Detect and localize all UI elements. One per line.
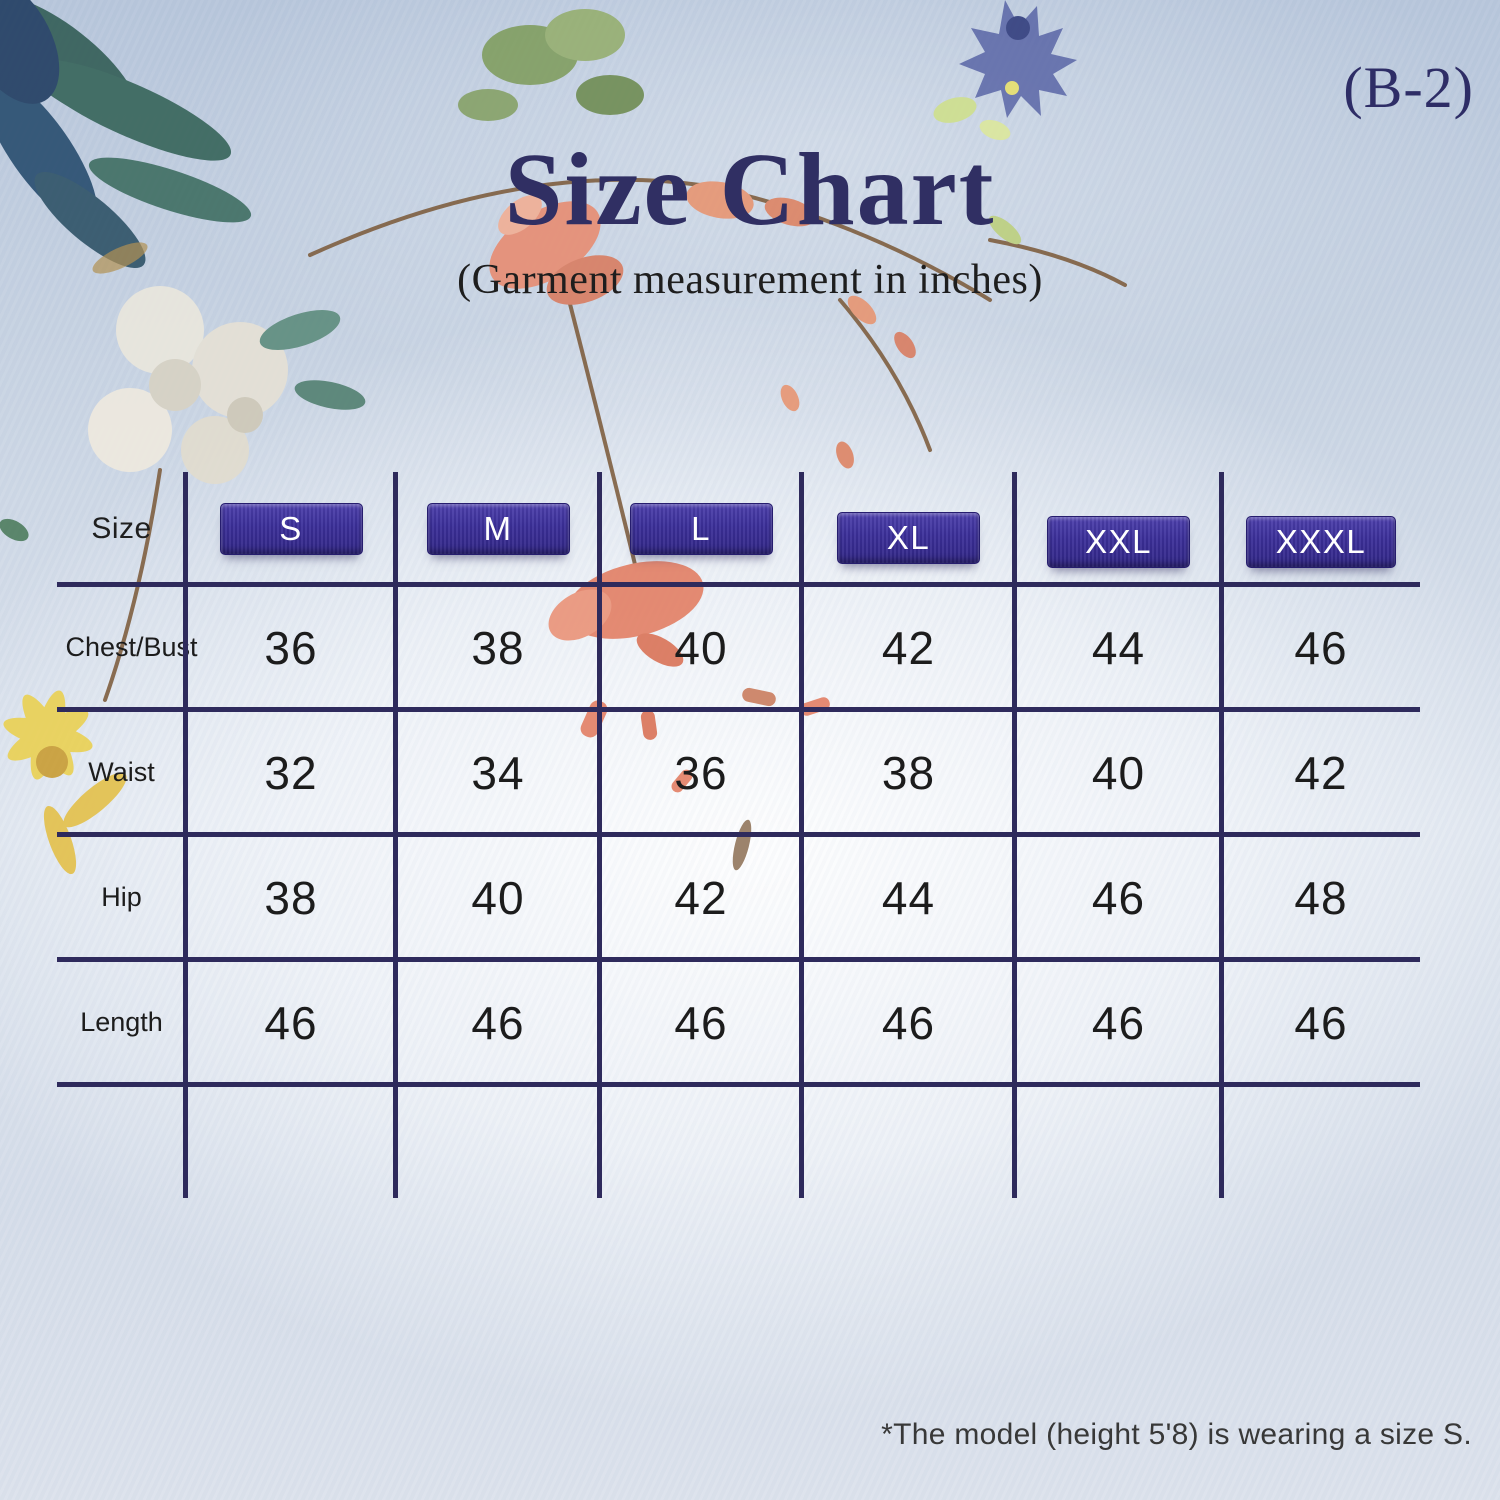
header-cell-s: S	[186, 472, 396, 585]
table-rule-vertical	[393, 472, 398, 1198]
row-label-text: Chest/Bust	[65, 631, 198, 662]
size-badge-s: S	[219, 502, 363, 555]
row-label-length: Length	[57, 960, 186, 1085]
table-rule-vertical	[799, 472, 804, 1198]
header-cell-xxxl: XXXL	[1222, 472, 1420, 585]
value-hip-m: 40	[471, 871, 525, 924]
value-hip-xxl: 46	[1091, 871, 1146, 924]
value-length-xl: 46	[881, 996, 936, 1049]
value-hip-s: 38	[264, 871, 318, 924]
value-waist-l: 36	[674, 746, 728, 799]
value-hip-l: 42	[674, 871, 728, 924]
size-badge-xl: XL	[837, 511, 980, 564]
row-label-chest-bust: Chest/Bust	[57, 585, 198, 710]
table-rule-vertical	[183, 472, 188, 1198]
page-title: Size Chart	[504, 132, 996, 247]
row-label-hip: Hip	[57, 835, 186, 960]
table-rule-horizontal	[57, 707, 1420, 712]
model-size-note: *The model (height 5'8) is wearing a siz…	[881, 1418, 1472, 1451]
row-label-waist: Waist	[57, 710, 186, 835]
size-badge-m: M	[426, 502, 570, 555]
table-rule-vertical	[1012, 472, 1017, 1198]
page-subtitle: (Garment measurement in inches)	[457, 257, 1043, 303]
table-rule-horizontal	[57, 582, 1420, 587]
corner-label: Size	[91, 511, 152, 545]
value-chest-m: 38	[471, 621, 525, 674]
row-label-text: Length	[80, 1006, 163, 1037]
header-cell-xl: XL	[802, 472, 1015, 585]
header-cell-xxl: XXL	[1015, 472, 1222, 585]
value-hip-xxxl: 48	[1294, 871, 1348, 924]
table-rule-horizontal	[57, 1082, 1420, 1087]
size-badge-l: L	[629, 502, 773, 555]
table-rule-horizontal	[57, 957, 1420, 962]
size-badge-xxxl: XXXL	[1246, 515, 1396, 568]
row-label-text: Hip	[101, 881, 142, 912]
value-length-xxl: 46	[1091, 996, 1146, 1049]
table-rule-vertical	[1219, 472, 1224, 1198]
value-chest-s: 36	[264, 621, 318, 674]
value-length-s: 46	[264, 996, 318, 1049]
value-waist-xxxl: 42	[1294, 746, 1348, 799]
size-badge-xxl: XXL	[1047, 515, 1190, 568]
value-waist-xxl: 40	[1091, 746, 1146, 799]
value-chest-l: 40	[674, 621, 728, 674]
variant-code: (B-2)	[1343, 55, 1474, 120]
value-waist-s: 32	[264, 746, 318, 799]
row-label-text: Waist	[88, 756, 155, 787]
header-cell-m: M	[396, 472, 600, 585]
value-chest-xl: 42	[881, 621, 936, 674]
table-rule-vertical	[597, 472, 602, 1198]
value-waist-m: 34	[471, 746, 525, 799]
header-cell-l: L	[600, 472, 802, 585]
value-hip-xl: 44	[881, 871, 936, 924]
value-waist-xl: 38	[881, 746, 936, 799]
value-length-xxxl: 46	[1294, 996, 1348, 1049]
size-chart-table: Size S M L XL XXL XXXL Chest/Bust 36 38 …	[57, 472, 1420, 1198]
value-chest-xxl: 44	[1091, 621, 1146, 674]
value-length-l: 46	[674, 996, 728, 1049]
value-chest-xxxl: 46	[1294, 621, 1348, 674]
value-length-m: 46	[471, 996, 525, 1049]
table-rule-horizontal	[57, 832, 1420, 837]
